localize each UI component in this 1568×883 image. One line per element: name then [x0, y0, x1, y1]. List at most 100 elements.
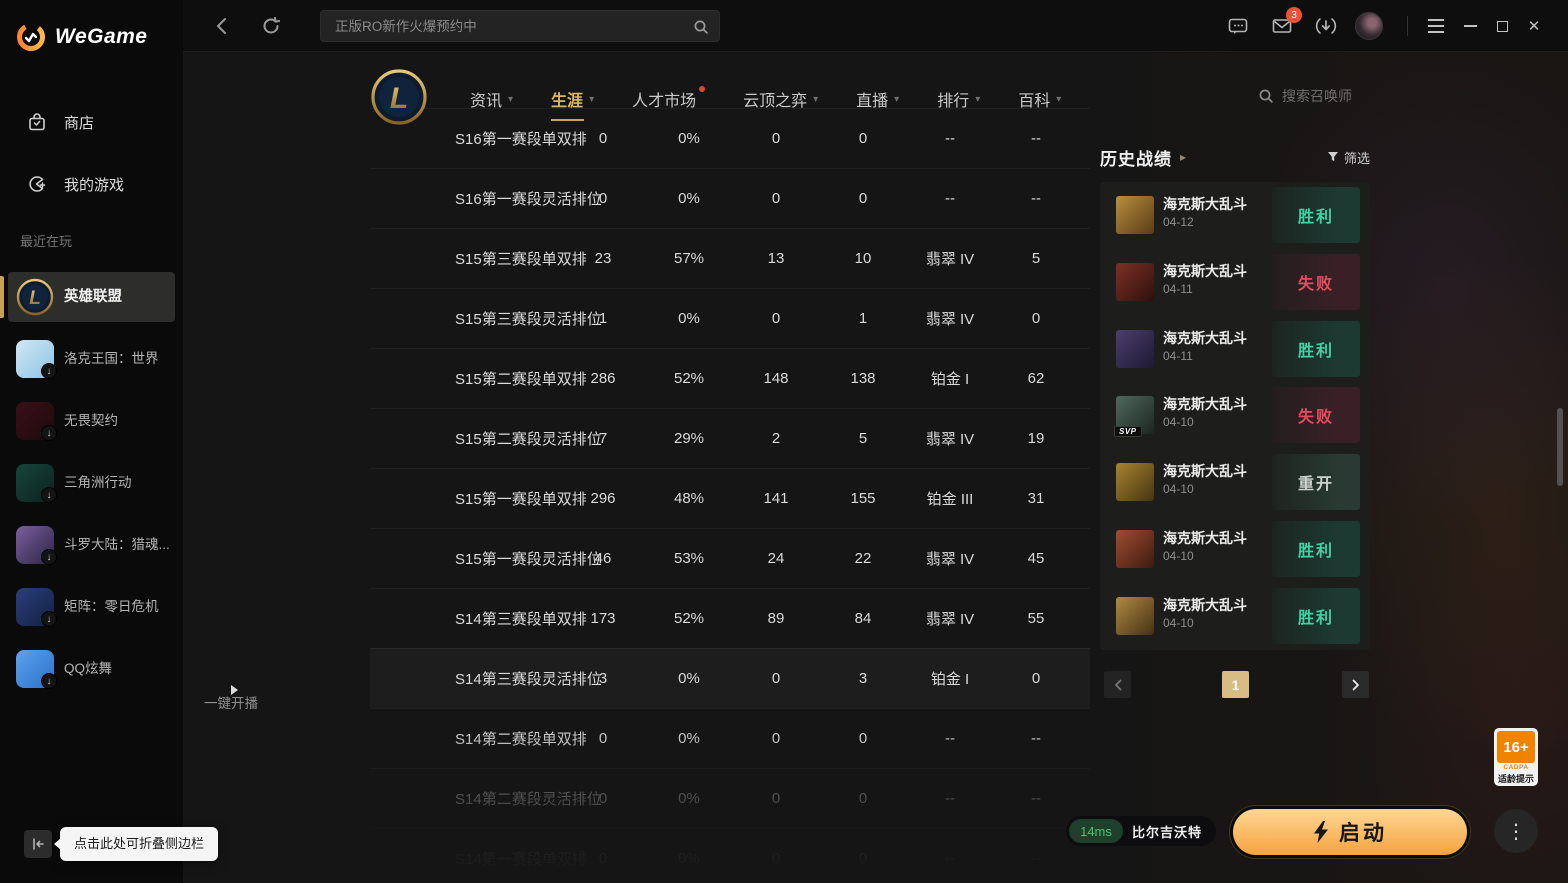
collapse-sidebar-button[interactable]	[24, 830, 52, 858]
sidebar-game-item[interactable]: L ↓ 斗罗大陆：猎魂...	[8, 520, 175, 570]
close-button[interactable]: ✕	[1520, 0, 1548, 52]
global-search[interactable]	[320, 10, 720, 42]
game-tab[interactable]: 排行 ▾	[937, 84, 980, 114]
maximize-button[interactable]	[1488, 0, 1516, 52]
season-stats-row[interactable]: S15第三赛段单双排 23 57% 13 10 翡翠 IV 5	[370, 228, 1090, 288]
game-tab[interactable]: 百科 ▾	[1018, 84, 1061, 114]
rank-tier: --	[945, 790, 955, 807]
minimize-icon	[1463, 25, 1477, 27]
win-rate: 48%	[673, 490, 705, 507]
match-item[interactable]: 海克斯大乱斗 04-11 胜利	[1100, 316, 1370, 383]
season-stats-row[interactable]: S14第三赛段单双排 173 52% 89 84 翡翠 IV 55	[370, 588, 1090, 648]
game-tab[interactable]: 资讯 ▾	[470, 84, 513, 114]
games-count: 1	[598, 310, 608, 327]
match-mode: 海克斯大乱斗	[1163, 329, 1247, 346]
one-click-broadcast[interactable]: 一键开播	[196, 681, 266, 712]
sidebar-game-item[interactable]: L ↓ 英雄联盟	[8, 272, 175, 322]
match-item[interactable]: 海克斯大乱斗 04-11 失败	[1100, 249, 1370, 316]
season-stats-row[interactable]: S16第一赛段单双排 0 0% 0 0 -- --	[370, 108, 1090, 168]
launch-button[interactable]: 启动	[1230, 806, 1470, 858]
sidebar-game-item[interactable]: L ↓ 无畏契约	[8, 396, 175, 446]
season-name: S16第一赛段灵活排位	[455, 191, 602, 208]
download-badge-icon: ↓	[41, 549, 57, 565]
win-rate: 52%	[673, 370, 705, 387]
game-name: 三角洲行动	[64, 475, 132, 490]
game-tab[interactable]: 云顶之弈 ▾	[743, 84, 818, 114]
svg-text:L: L	[29, 288, 41, 309]
brand-text: WeGame	[55, 25, 148, 48]
wins: 0	[771, 130, 781, 147]
win-rate: 0%	[678, 730, 700, 747]
sidebar-item-store[interactable]: 商店	[0, 102, 183, 142]
refresh-button[interactable]	[257, 0, 285, 52]
match-item[interactable]: 海克斯大乱斗 04-10 胜利	[1100, 516, 1370, 583]
history-title: 历史战绩	[1100, 149, 1172, 169]
recent-section-label: 最近在玩	[20, 234, 73, 249]
server-ping[interactable]: 14ms 比尔吉沃特	[1066, 816, 1217, 846]
season-stats-row[interactable]: S15第二赛段灵活排位 7 29% 2 5 翡翠 IV 19	[370, 408, 1090, 468]
season-stats-row[interactable]: S14第一赛段单双排 0 0% 0 0 -- --	[370, 828, 1090, 883]
match-item[interactable]: SVP 海克斯大乱斗 04-10 失败	[1100, 382, 1370, 449]
match-item[interactable]: 海克斯大乱斗 04-10 重开	[1100, 449, 1370, 516]
svg-text:L: L	[390, 82, 408, 115]
scrollbar-thumb[interactable]	[1557, 408, 1563, 486]
season-stats-row[interactable]: S16第一赛段灵活排位 0 0% 0 0 -- --	[370, 168, 1090, 228]
season-stats-row[interactable]: S14第二赛段单双排 0 0% 0 0 -- --	[370, 708, 1090, 768]
download-manager-button[interactable]	[1313, 0, 1339, 52]
sidebar-game-item[interactable]: L ↓ QQ炫舞	[8, 644, 175, 694]
game-name: 斗罗大陆：猎魂...	[64, 537, 170, 552]
prev-page-button[interactable]	[1104, 671, 1131, 698]
wegame-logo[interactable]: WeGame	[16, 22, 148, 52]
match-date: 04-11	[1163, 348, 1193, 363]
user-avatar[interactable]	[1355, 12, 1383, 40]
season-stats-row[interactable]: S15第一赛段单双排 296 48% 141 155 铂金 III 31	[370, 468, 1090, 528]
more-options-button[interactable]: ⋮	[1494, 809, 1538, 853]
season-stats-row[interactable]: S15第一赛段灵活排位 46 53% 24 22 翡翠 IV 45	[370, 528, 1090, 588]
win-rate: 0%	[678, 130, 700, 147]
summoner-search-placeholder: 搜索召唤师	[1282, 88, 1352, 104]
lol-logo[interactable]: L	[370, 68, 428, 126]
back-button[interactable]	[209, 0, 233, 52]
summoner-search[interactable]: 搜索召唤师	[1258, 86, 1352, 106]
match-item[interactable]: 海克斯大乱斗 04-10 胜利	[1100, 583, 1370, 650]
tab-label: 云顶之弈	[743, 93, 808, 110]
match-mode: 海克斯大乱斗	[1163, 196, 1247, 212]
filter-button[interactable]: 筛选	[1327, 148, 1370, 167]
sidebar-item-my-games[interactable]: 我的游戏	[0, 164, 183, 204]
current-page[interactable]: 1	[1222, 671, 1249, 698]
rank-tier: 铂金 III	[926, 491, 974, 508]
games-count: 3	[598, 670, 608, 687]
wins: 148	[763, 370, 789, 387]
search-icon	[694, 20, 708, 34]
global-search-input[interactable]	[321, 11, 719, 41]
mail-button[interactable]	[1269, 0, 1295, 52]
main-content: L 资讯 ▾ 生涯 ▾ 人才市场 ▾ 云顶之弈	[183, 52, 1568, 883]
minimize-button[interactable]	[1456, 0, 1484, 52]
season-name: S15第一赛段单双排	[455, 491, 587, 508]
chevron-right-icon[interactable]: ▸	[1180, 150, 1187, 164]
download-manager-icon	[1315, 18, 1337, 34]
win-rate: 0%	[678, 190, 700, 207]
losses: 10	[854, 250, 872, 267]
wegame-logo-icon	[17, 23, 45, 51]
store-bag-icon	[29, 113, 45, 131]
next-page-button[interactable]	[1342, 671, 1369, 698]
menu-button[interactable]	[1422, 0, 1450, 52]
season-stats-row[interactable]: S14第三赛段灵活排位 3 0% 0 3 铂金 I 0	[370, 648, 1090, 708]
season-stats-row[interactable]: S15第三赛段灵活排位 1 0% 0 1 翡翠 IV 0	[370, 288, 1090, 348]
games-count: 0	[598, 790, 608, 807]
league-points: 45	[1027, 550, 1045, 567]
match-item[interactable]: 海克斯大乱斗 04-12 胜利	[1100, 182, 1370, 249]
my-games-label: 我的游戏	[64, 176, 125, 194]
sidebar-game-item[interactable]: L ↓ 三角洲行动	[8, 458, 175, 508]
league-points: 62	[1027, 370, 1045, 387]
game-tab[interactable]: 人才市场 ▾	[632, 84, 706, 114]
chat-button[interactable]	[1225, 0, 1251, 52]
sidebar-game-item[interactable]: L ↓ 矩阵：零日危机	[8, 582, 175, 632]
sidebar-game-item[interactable]: L ↓ 洛克王国：世界	[8, 334, 175, 384]
game-tab[interactable]: 直播 ▾	[856, 84, 899, 114]
match-result: 失败	[1272, 387, 1360, 444]
season-stats-row[interactable]: S15第二赛段单双排 286 52% 148 138 铂金 I 62	[370, 348, 1090, 408]
season-stats-row[interactable]: S14第二赛段灵活排位 0 0% 0 0 -- --	[370, 768, 1090, 828]
game-tab[interactable]: 生涯 ▾	[551, 84, 594, 121]
